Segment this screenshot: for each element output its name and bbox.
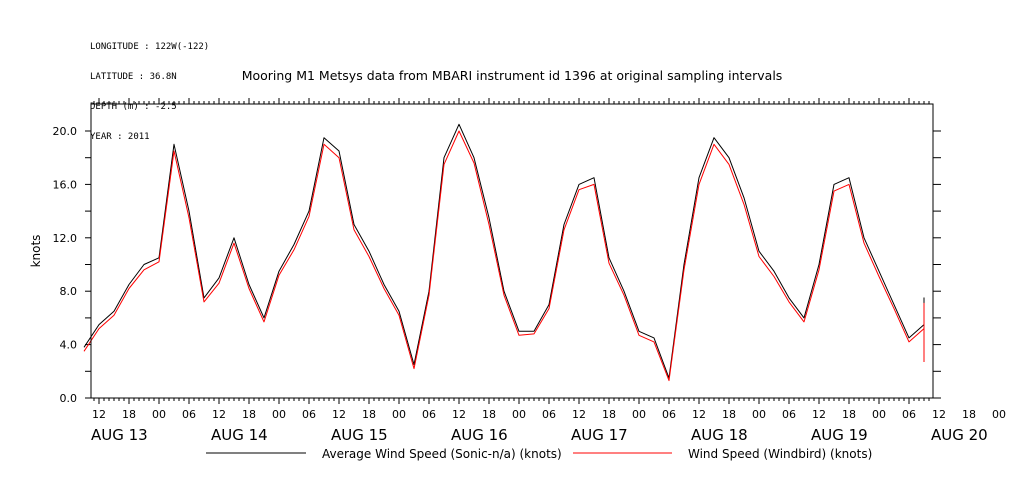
x-hour-label: 00 <box>392 408 406 421</box>
x-hour-label: 18 <box>722 408 736 421</box>
x-hour-label: 18 <box>122 408 136 421</box>
series-line-windbird <box>83 130 925 382</box>
tick-marks <box>85 98 941 404</box>
depth-text: DEPTH (m) : -2.5 <box>90 102 177 112</box>
x-hour-label: 00 <box>272 408 286 421</box>
y-tick-label: 4.0 <box>60 339 78 352</box>
x-hour-label: 12 <box>932 408 946 421</box>
series-line-sonic <box>83 123 925 379</box>
x-hour-label: 12 <box>572 408 586 421</box>
x-day-label: AUG 17 <box>571 426 628 444</box>
x-hour-label: 00 <box>632 408 646 421</box>
y-tick-label: 16.0 <box>53 178 78 191</box>
chart-title: Mooring M1 Metsys data from MBARI instru… <box>242 68 783 83</box>
x-day-label: AUG 20 <box>931 426 988 444</box>
x-hour-label: 18 <box>482 408 496 421</box>
x-hour-label: 18 <box>242 408 256 421</box>
x-hour-label: 00 <box>512 408 526 421</box>
x-hour-label: 12 <box>692 408 706 421</box>
x-tick-labels: 12 18 00 06 12 18 00 06 12 18 00 06 12 18 00 06 12 18 00 06… <box>91 408 1006 444</box>
y-tick-label: 8.0 <box>60 285 78 298</box>
metadata-block: LONGITUDE : 122W(-122) LATITUDE : 36.8N … <box>90 22 209 152</box>
latitude-text: LATITUDE : 36.8N <box>90 72 177 82</box>
x-hour-label: 06 <box>782 408 796 421</box>
x-hour-label: 00 <box>992 408 1006 421</box>
x-day-label: AUG 13 <box>91 426 148 444</box>
x-hour-label: 12 <box>812 408 826 421</box>
longitude-text: LONGITUDE : 122W(-122) <box>90 42 210 52</box>
x-hour-label: 12 <box>92 408 106 421</box>
legend-label: Average Wind Speed (Sonic-n/a) (knots) <box>322 447 562 461</box>
year-text: YEAR : 2011 <box>90 132 150 142</box>
plot-frame <box>90 103 934 399</box>
x-hour-label: 12 <box>212 408 226 421</box>
x-hour-label: 12 <box>452 408 466 421</box>
y-tick-labels: 0.0 4.0 8.0 12.0 16.0 20.0 <box>53 125 78 405</box>
x-hour-label: 06 <box>662 408 676 421</box>
x-day-label: AUG 14 <box>211 426 268 444</box>
x-hour-label: 00 <box>152 408 166 421</box>
x-day-label: AUG 18 <box>691 426 748 444</box>
x-hour-label: 18 <box>962 408 976 421</box>
y-axis-label: knots <box>29 235 43 268</box>
legend-label: Wind Speed (Windbird) (knots) <box>688 447 872 461</box>
y-tick-label: 0.0 <box>60 392 78 405</box>
x-hour-label: 06 <box>302 408 316 421</box>
x-hour-label: 12 <box>332 408 346 421</box>
x-hour-label: 06 <box>182 408 196 421</box>
x-hour-label: 06 <box>542 408 556 421</box>
y-tick-label: 20.0 <box>53 125 78 138</box>
y-tick-label: 12.0 <box>53 232 78 245</box>
x-day-label: AUG 19 <box>811 426 868 444</box>
x-day-label: AUG 15 <box>331 426 388 444</box>
x-day-label: AUG 16 <box>451 426 508 444</box>
x-hour-label: 18 <box>842 408 856 421</box>
x-hour-label: 00 <box>752 408 766 421</box>
legend: Average Wind Speed (Sonic-n/a) (knots) Wi… <box>206 447 872 461</box>
x-hour-label: 18 <box>362 408 376 421</box>
x-hour-label: 00 <box>872 408 886 421</box>
x-hour-label: 06 <box>422 408 436 421</box>
series-layer <box>83 123 925 382</box>
x-hour-label: 18 <box>602 408 616 421</box>
x-hour-label: 06 <box>902 408 916 421</box>
